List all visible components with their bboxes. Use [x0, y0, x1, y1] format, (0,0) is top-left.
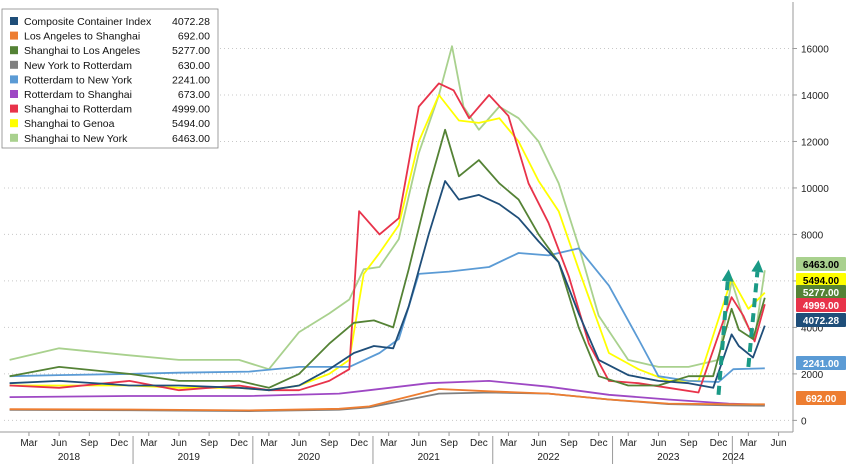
legend-swatch: [10, 90, 18, 98]
legend-series-value: 673.00: [178, 89, 210, 101]
legend-series-value: 5277.00: [172, 45, 210, 57]
legend-series-name: Rotterdam to New York: [24, 74, 133, 86]
x-tick-label: Dec: [230, 438, 248, 449]
x-tick-label: Jun: [770, 438, 786, 449]
value-tag-label: 5277.00: [803, 288, 840, 299]
value-tag-bg: [796, 257, 846, 271]
legend: Composite Container Index 4072.28 Los Ange…: [1, 8, 219, 149]
x-tick-label: Sep: [320, 438, 338, 449]
legend-swatch: [10, 119, 18, 128]
x-tick-label: Dec: [470, 438, 488, 449]
trend-arrows: [716, 260, 764, 395]
value-tag-bg: [796, 273, 846, 287]
legend-swatch: [10, 75, 18, 84]
y-tick-label: 2000: [801, 370, 824, 381]
year-label: 2021: [418, 452, 441, 463]
y-tick-label: 10000: [801, 184, 829, 195]
legend-box: [1, 8, 219, 149]
series-line-composite-container-index: [9, 180, 766, 392]
legend-series-value: 4072.28: [172, 16, 210, 28]
x-tick-label: Dec: [710, 438, 728, 449]
x-tick-label: Jun: [291, 438, 307, 449]
x-tick-label: Jun: [531, 438, 547, 449]
legend-swatch: [10, 104, 18, 113]
x-tick-label: Jun: [650, 438, 666, 449]
x-tick-label: Dec: [110, 438, 128, 449]
y-tick-label: 12000: [801, 137, 829, 148]
legend-swatch: [10, 31, 18, 40]
series-line-los-angeles-to-shanghai: [9, 388, 765, 412]
legend-swatch: [10, 17, 18, 25]
value-tag-label: 692.00: [806, 394, 837, 405]
x-tick-label: Mar: [620, 438, 638, 449]
y-tick-label: 14000: [801, 91, 829, 102]
x-tick-label: Sep: [560, 438, 578, 449]
x-tick-label: Mar: [740, 438, 758, 449]
legend-series-value: 4999.00: [172, 104, 210, 116]
trend-arrow-shaft: [716, 281, 730, 395]
year-label: 2020: [298, 452, 321, 463]
series-line-rotterdam-to-new-york: [9, 247, 765, 383]
legend-series-name: Composite Container Index: [24, 16, 152, 28]
value-tag-label: 2241.00: [803, 359, 840, 370]
legend-series-value: 2241.00: [172, 74, 210, 86]
x-tick-label: Dec: [590, 438, 608, 449]
x-tick-label: Mar: [260, 438, 278, 449]
x-tick-label: Sep: [440, 438, 458, 449]
value-tag-label: 5494.00: [803, 276, 840, 287]
x-tick-label: Mar: [140, 438, 158, 449]
plot-area: [9, 45, 766, 413]
year-label: 2024: [722, 452, 745, 463]
value-tag-bg: [796, 313, 846, 327]
legend-series-name: Shanghai to Rotterdam: [24, 104, 132, 116]
legend-series-value: 5494.00: [172, 118, 210, 130]
x-tick-label: Mar: [500, 438, 518, 449]
legend-swatch: [10, 133, 18, 142]
x-tick-label: Mar: [20, 438, 38, 449]
series-line-shanghai-to-los-angeles: [9, 128, 766, 389]
legend-swatch: [10, 60, 18, 69]
y-tick-label: 0: [801, 416, 807, 427]
legend-series-value: 630.00: [178, 60, 210, 72]
year-label: 2018: [58, 452, 81, 463]
legend-series-name: Shanghai to Genoa: [24, 118, 115, 130]
legend-series-name: New York to Rotterdam: [24, 60, 132, 72]
legend-series-value: 692.00: [178, 31, 210, 43]
value-tag-label: 4999.00: [803, 301, 840, 312]
x-tick-label: Sep: [80, 438, 98, 449]
y-tick-label: 8000: [801, 230, 824, 241]
x-tick-label: Jun: [51, 438, 67, 449]
legend-series-name: Shanghai to New York: [24, 133, 128, 145]
legend-series-name: Los Angeles to Shanghai: [24, 31, 140, 43]
year-label: 2023: [657, 452, 680, 463]
value-tag-bg: [796, 298, 846, 312]
x-axis: Mar Jun Sep Dec Mar Jun Sep Dec Mar Jun Sep Dec Mar J…: [0, 431, 793, 464]
x-tick-label: Jun: [411, 438, 427, 449]
legend-series-name: Shanghai to Los Angeles: [24, 45, 140, 57]
legend-series-value: 6463.00: [172, 133, 210, 145]
value-tag-bg: [796, 356, 846, 370]
x-tick-label: Mar: [380, 438, 398, 449]
trend-arrow-head: [721, 269, 734, 282]
year-label: 2022: [537, 452, 560, 463]
x-tick-label: Sep: [680, 438, 698, 449]
legend-series-name: Rotterdam to Shanghai: [24, 89, 132, 101]
series-line-rotterdam-to-shanghai: [9, 379, 765, 406]
value-tag-label: 4072.28: [803, 316, 840, 327]
value-tag-bg: [796, 285, 846, 299]
x-tick-label: Dec: [350, 438, 368, 449]
legend-swatch: [10, 46, 18, 55]
year-label: 2019: [178, 452, 201, 463]
trend-arrow-head: [751, 260, 764, 273]
value-tag-bg: [796, 391, 846, 405]
x-tick-label: Jun: [171, 438, 187, 449]
x-tick-label: Sep: [200, 438, 218, 449]
y-tick-label: 4000: [801, 323, 824, 334]
value-tag-label: 6463.00: [803, 260, 840, 271]
trend-arrow-shaft: [746, 271, 760, 368]
y-tick-label: 16000: [801, 44, 829, 55]
